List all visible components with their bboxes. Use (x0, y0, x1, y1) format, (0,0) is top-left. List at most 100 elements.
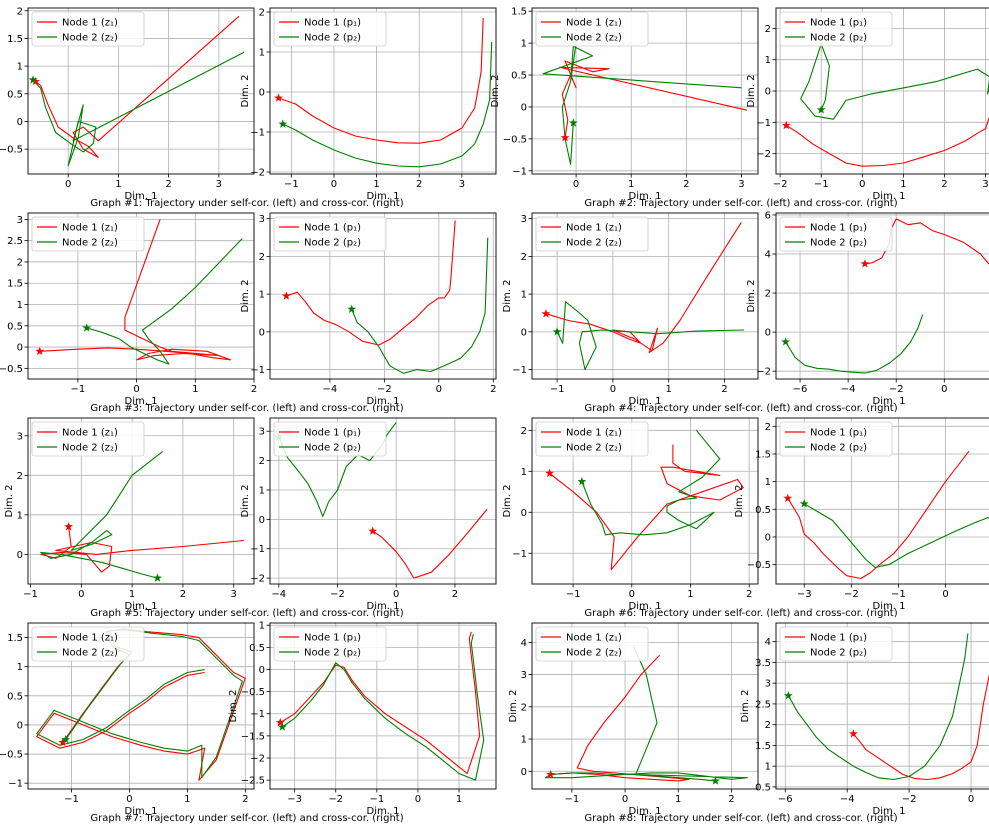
y-tick-label: −0.5 (0, 750, 23, 761)
panel-7-left: −1 0 1 2 −1 −0.5 0 0.5 1 1.5 Dim. 1 Dim. 2 Node 1 (z… (0, 622, 255, 817)
x-tick-label: 1 (687, 589, 693, 600)
legend-label-node1: Node 1 (p₁) (304, 223, 361, 234)
x-tick-label: 0 (610, 384, 616, 395)
series-line-node2 (351, 237, 489, 374)
x-tick-label: 0 (941, 384, 947, 395)
y-tick-label: 1.5 (755, 449, 771, 460)
panel-1-left: 0 1 2 3 −0.5 0 0.5 1 1.5 2 Dim. 1 Dim. 2 Node 1 (z₁)… (0, 6, 255, 202)
legend: Node 1 (z₁) Node 2 (z₂) (535, 421, 649, 457)
legend-label-node1: Node 1 (p₁) (304, 428, 361, 439)
series-line-node1 (786, 116, 989, 167)
x-tick-label: 2 (452, 589, 458, 600)
caption-graph-2: Graph #2: Trajectory under self-cor. (le… (584, 198, 898, 209)
start-marker-node2 (781, 337, 790, 346)
x-tick-label: −6 (793, 384, 808, 395)
x-axis-label: Dim. 1 (125, 191, 158, 202)
axes-frame (531, 417, 759, 585)
x-tick-label: 1 (675, 794, 681, 805)
plot-area (549, 429, 744, 571)
y-tick-label: −2 (756, 149, 771, 160)
x-tick-label: 0 (126, 794, 132, 805)
legend-label-node2: Node 2 (p₂) (810, 648, 867, 659)
legend-label-node2: Node 2 (z₂) (566, 443, 622, 454)
x-tick-label: −4 (323, 384, 338, 395)
x-tick-label: −4 (841, 384, 856, 395)
y-axis-label: Dim. 2 (746, 280, 757, 313)
y-tick-label: 0 (259, 515, 265, 526)
y-tick-label: 0 (521, 102, 527, 113)
x-tick-label: −4 (840, 794, 855, 805)
y-tick-label: 2 (521, 702, 527, 713)
start-marker-node2 (552, 327, 562, 336)
y-axis-label: Dim. 2 (508, 690, 519, 723)
start-marker-node1 (31, 76, 40, 86)
x-tick-label: 2 (180, 589, 186, 600)
y-tick-label: 0 (17, 720, 23, 731)
legend-label-node2: Node 2 (z₂) (62, 33, 118, 44)
y-tick-label: 1 (259, 485, 265, 496)
legend-box (535, 11, 649, 47)
legend: Node 1 (z₁) Node 2 (z₂) (535, 626, 649, 662)
legend-box (273, 11, 387, 47)
plot-area (32, 15, 245, 167)
legend: Node 1 (p₁) Node 2 (p₂) (273, 421, 387, 457)
y-axis-label: Dim. 2 (734, 485, 745, 518)
x-tick-label: 2 (728, 794, 734, 805)
start-marker-node2 (153, 573, 162, 582)
y-tick-label: 3 (259, 427, 265, 438)
legend: Node 1 (p₁) Node 2 (p₂) (779, 11, 893, 47)
y-tick-label: 0 (259, 665, 265, 676)
legend-box (31, 216, 145, 252)
x-tick-label: −2 (328, 794, 343, 805)
y-tick-label: 0 (17, 343, 23, 354)
y-tick-label: −0.5 (241, 687, 265, 698)
y-tick-label: 3 (521, 670, 527, 681)
y-tick-label: 1 (17, 300, 23, 311)
y-tick-label: 1.5 (7, 34, 23, 45)
plot-area (542, 42, 748, 165)
y-axis-label: Dim. 2 (502, 485, 513, 518)
legend-label-node2: Node 2 (p₂) (810, 33, 867, 44)
x-tick-label: −1 (64, 794, 79, 805)
plot-area (545, 222, 745, 371)
y-tick-label: 1 (259, 621, 265, 632)
legend: Node 1 (z₁) Node 2 (z₂) (31, 216, 145, 252)
y-tick-label: 1 (521, 735, 527, 746)
y-axis-label: Dim. 2 (228, 690, 239, 723)
y-tick-label: 0.5 (755, 505, 771, 516)
panel-4-left: −1 0 1 2 −1 0 1 2 3 Dim. 1 Dim. 2 Node 1 (z₁) Node 2… (502, 212, 759, 407)
x-tick-label: 1 (373, 179, 379, 190)
legend-label-node2: Node 2 (p₂) (304, 648, 361, 659)
y-tick-label: 1 (17, 510, 23, 521)
x-tick-label: −2 (844, 589, 859, 600)
start-marker-node2 (784, 691, 793, 700)
legend-label-node2: Node 2 (z₂) (62, 238, 118, 249)
legend: Node 1 (z₁) Node 2 (z₂) (31, 626, 145, 662)
x-tick-label: 3 (459, 179, 465, 190)
series-line-node2 (282, 41, 493, 168)
y-tick-label: −2 (250, 574, 265, 585)
plot-area (786, 43, 989, 167)
y-tick-label: −1 (250, 709, 265, 720)
series-line-node1 (40, 526, 244, 573)
y-tick-label: −1 (512, 166, 527, 177)
x-tick-label: −3 (797, 589, 812, 600)
y-tick-label: 3 (521, 214, 527, 225)
y-tick-label: 0 (521, 327, 527, 338)
legend-label-node1: Node 1 (z₁) (62, 633, 118, 644)
y-tick-label: −2.5 (241, 776, 265, 787)
y-tick-label: 2 (259, 252, 265, 263)
start-marker-node2 (347, 304, 357, 313)
start-marker-node1 (860, 259, 870, 268)
y-tick-label: 2 (259, 8, 265, 19)
x-tick-label: 1 (456, 794, 462, 805)
y-tick-label: 0.5 (7, 321, 23, 332)
start-marker-node1 (275, 718, 285, 727)
legend-box (273, 626, 387, 662)
legend-label-node2: Node 2 (z₂) (62, 443, 118, 454)
y-tick-label: −2 (756, 367, 771, 378)
series-line-node2 (800, 43, 989, 120)
y-tick-label: 1 (765, 55, 771, 66)
start-marker-node2 (799, 499, 809, 508)
